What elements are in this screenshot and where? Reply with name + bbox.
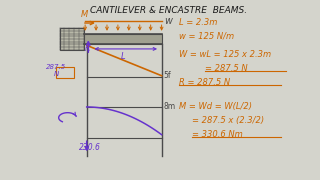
Text: CANTILEVER & ENCASTRE  BEAMS.: CANTILEVER & ENCASTRE BEAMS. <box>90 6 247 15</box>
Text: W = wL = 125 x 2.3m: W = wL = 125 x 2.3m <box>179 50 271 59</box>
Bar <box>60 28 84 50</box>
Bar <box>56 67 74 78</box>
Text: 230.6: 230.6 <box>79 143 100 152</box>
Text: 8m: 8m <box>163 102 175 111</box>
Text: R: R <box>85 44 90 53</box>
Text: 287.5
N: 287.5 N <box>46 64 67 77</box>
Text: M = Wd = W(L/2): M = Wd = W(L/2) <box>179 102 252 111</box>
Text: 5f: 5f <box>163 71 171 80</box>
Text: L = 2.3m: L = 2.3m <box>179 18 218 27</box>
Bar <box>84 34 162 44</box>
Text: = 287.5 x (2.3/2): = 287.5 x (2.3/2) <box>192 116 264 125</box>
Text: = 330.6 Nm: = 330.6 Nm <box>192 130 243 139</box>
Text: M: M <box>80 10 88 19</box>
Text: R = 287.5 N: R = 287.5 N <box>179 78 230 87</box>
Text: = 287.5 N: = 287.5 N <box>204 64 247 73</box>
Text: w: w <box>164 16 172 26</box>
Text: w = 125 N/m: w = 125 N/m <box>179 32 234 41</box>
Text: L: L <box>121 52 126 61</box>
